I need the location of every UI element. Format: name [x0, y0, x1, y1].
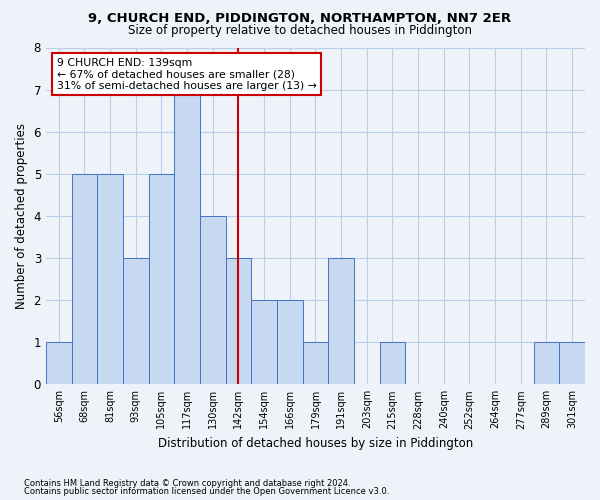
Text: Contains public sector information licensed under the Open Government Licence v3: Contains public sector information licen… — [24, 487, 389, 496]
Bar — [277, 300, 302, 384]
X-axis label: Distribution of detached houses by size in Piddington: Distribution of detached houses by size … — [158, 437, 473, 450]
Bar — [328, 258, 354, 384]
Bar — [302, 342, 328, 384]
Bar — [174, 90, 200, 385]
Bar — [71, 174, 97, 384]
Text: Size of property relative to detached houses in Piddington: Size of property relative to detached ho… — [128, 24, 472, 37]
Bar — [380, 342, 406, 384]
Bar — [226, 258, 251, 384]
Bar — [559, 342, 585, 384]
Bar — [200, 216, 226, 384]
Y-axis label: Number of detached properties: Number of detached properties — [15, 123, 28, 309]
Bar — [149, 174, 174, 384]
Bar — [97, 174, 123, 384]
Bar — [46, 342, 71, 384]
Text: 9 CHURCH END: 139sqm
← 67% of detached houses are smaller (28)
31% of semi-detac: 9 CHURCH END: 139sqm ← 67% of detached h… — [56, 58, 317, 91]
Bar — [251, 300, 277, 384]
Bar — [123, 258, 149, 384]
Text: 9, CHURCH END, PIDDINGTON, NORTHAMPTON, NN7 2ER: 9, CHURCH END, PIDDINGTON, NORTHAMPTON, … — [88, 12, 512, 26]
Bar — [533, 342, 559, 384]
Text: Contains HM Land Registry data © Crown copyright and database right 2024.: Contains HM Land Registry data © Crown c… — [24, 478, 350, 488]
